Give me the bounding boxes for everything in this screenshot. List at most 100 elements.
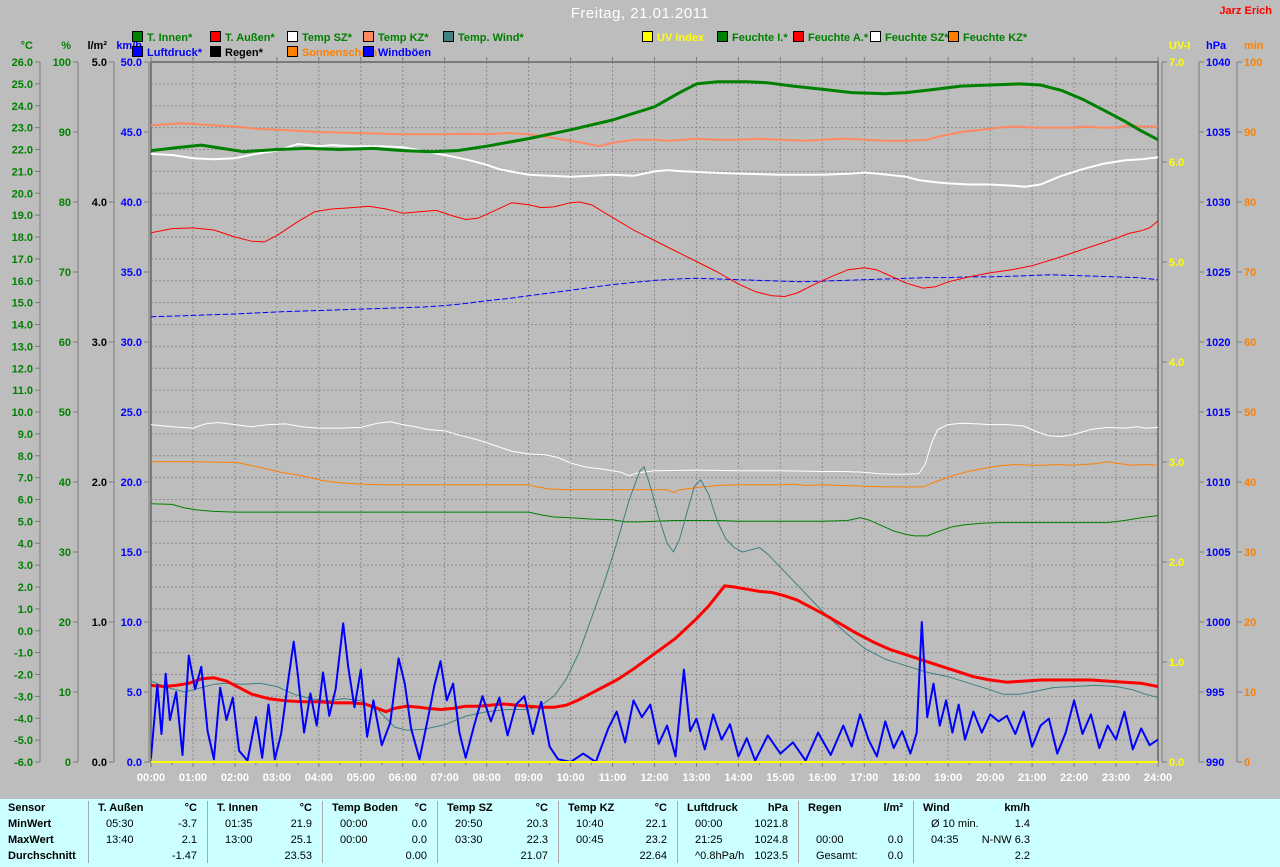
axis-tick-label: 11.0 — [12, 385, 33, 397]
table-col-unit: hPa — [767, 802, 788, 814]
table-col-header: Temp Boden — [332, 802, 398, 814]
table-cell-value: 0.0 — [411, 818, 427, 830]
table-cell-time: 00:00 — [340, 818, 368, 830]
table-cell-time: 03:30 — [455, 834, 483, 846]
legend-item-feuchte-sz: Feuchte SZ* — [870, 31, 949, 44]
axis-tick-label: 1035 — [1206, 127, 1230, 139]
axis-tick-label: 0 — [1244, 757, 1250, 769]
axis-tick-label: 60 — [1244, 337, 1256, 349]
axis-tick-label: -6.0 — [14, 757, 33, 769]
axis-tick-label: 0.0 — [18, 626, 33, 638]
axis-tick-label: 1010 — [1206, 477, 1230, 489]
table-column-separator — [207, 801, 208, 863]
table-col-header: Temp SZ — [447, 802, 493, 814]
weather-chart: °C 26.0 25.0 24.0 23.0 22.0 21.0 20.0 19.0 18.0 17… — [12, 40, 1264, 784]
axis-tick-label: 25.0 — [121, 407, 142, 419]
legend-item-uv-index: UV Index — [642, 31, 704, 44]
axis-tick-label: 25.0 — [12, 79, 33, 91]
axis-tick-label: 20 — [59, 617, 71, 629]
legend-label: Temp. Wind* — [458, 32, 524, 44]
table-col-unit: °C — [299, 802, 312, 814]
legend-swatch — [642, 31, 653, 42]
x-axis-tick-label: 00:00 — [137, 772, 165, 784]
table-cell-value: 22.3 — [526, 834, 548, 846]
author-watermark: Jarz Erich — [1219, 5, 1272, 17]
table-cell-time: ^0.8hPa/h — [695, 850, 745, 862]
axis-tick-label: 1005 — [1206, 547, 1230, 559]
axis-tick-label: 0.0 — [127, 757, 142, 769]
axis-tick-label: 5.0 — [1169, 257, 1184, 269]
legend-label: Feuchte SZ* — [885, 32, 949, 44]
table-col-unit: °C — [414, 802, 427, 814]
table-cell-value: 1023.5 — [754, 850, 788, 862]
legend-item-t-außen: T. Außen* — [210, 31, 275, 44]
legend-swatch — [443, 31, 454, 42]
legend-swatch — [210, 31, 221, 42]
table-col-unit: °C — [184, 802, 197, 814]
table-row-header: MaxWert — [8, 834, 54, 846]
legend-label: Windböen — [378, 47, 432, 59]
axis-tick-label: 15.0 — [121, 547, 142, 559]
table-col-header: Luftdruck — [687, 802, 738, 814]
legend-swatch — [287, 31, 298, 42]
x-axis-tick-label: 21:00 — [1018, 772, 1046, 784]
x-axis-tick-label: 24:00 — [1144, 772, 1172, 784]
table-cell-value: N-NW 6.3 — [981, 834, 1030, 846]
x-axis-tick-label: 19:00 — [934, 772, 962, 784]
axis-tick-label: 20.0 — [12, 188, 33, 200]
x-axis-tick-label: 12:00 — [640, 772, 668, 784]
axis-tick-label: 23.0 — [12, 123, 33, 135]
table-cell-value: 21.07 — [520, 850, 548, 862]
axis-header: hPa — [1206, 40, 1227, 52]
axis-tick-label: 1040 — [1206, 57, 1230, 69]
axis-tick-label: 8.0 — [18, 451, 33, 463]
table-col-unit: km/h — [1004, 802, 1030, 814]
axis-header: UV-I — [1169, 40, 1190, 52]
x-axis-tick-label: 09:00 — [515, 772, 543, 784]
table-col-unit: °C — [535, 802, 548, 814]
statistics-table: Sensor MinWert MaxWert Durchschnitt T. Außen… — [0, 799, 1280, 867]
series-t-innen — [151, 80, 1158, 154]
axis-tick-label: 1000 — [1206, 617, 1230, 629]
axis-tick-label: 40 — [1244, 477, 1256, 489]
table-col-header: T. Innen — [217, 802, 258, 814]
series-temp-kz — [151, 122, 1158, 148]
axis-tick-label: 30.0 — [121, 337, 142, 349]
axis-tick-label: 5.0 — [18, 516, 33, 528]
gridlines — [151, 62, 1158, 762]
axis-tick-label: 2.0 — [18, 582, 33, 594]
axis-tick-label: 22.0 — [12, 145, 33, 157]
axis-tick-label: 10.0 — [12, 407, 33, 419]
x-axis-tick-label: 11:00 — [599, 772, 627, 784]
axis-tick-label: 2.0 — [1169, 557, 1184, 569]
axis-tick-label: 18.0 — [12, 232, 33, 244]
series-feuchte-i- — [151, 503, 1158, 537]
x-axis-tick-label: 15:00 — [766, 772, 794, 784]
table-cell-time: 21:25 — [695, 834, 723, 846]
table-cell-value: -3.7 — [178, 818, 197, 830]
series-temp-wind — [151, 466, 1158, 731]
axis-tick-label: 0.0 — [92, 757, 107, 769]
table-row-header: Durchschnitt — [8, 850, 76, 862]
axis-header: l/m² — [87, 40, 107, 52]
table-cell-value: 21.9 — [290, 818, 312, 830]
legend-label: T. Innen* — [147, 32, 193, 44]
axis-tick-label: 20.0 — [121, 477, 142, 489]
axis-tick-label: -2.0 — [14, 670, 33, 682]
table-col-header: Regen — [808, 802, 842, 814]
axis-tick-label: 0.0 — [1169, 757, 1184, 769]
table-col-header: Wind — [923, 802, 950, 814]
axis-tick-label: 10.0 — [121, 617, 142, 629]
legend-label: Temp KZ* — [378, 32, 429, 44]
axis-header: °C — [21, 40, 33, 52]
axis-tick-label: 0 — [65, 757, 71, 769]
table-column-separator — [437, 801, 438, 863]
legend-item-feuchte-i: Feuchte I.* — [717, 31, 788, 44]
legend-label: Luftdruck* — [147, 47, 202, 59]
table-cell-value: 1.4 — [1014, 818, 1030, 830]
table-cell-value: -1.47 — [171, 850, 197, 862]
legend-swatch — [363, 46, 374, 57]
axis-header: min — [1244, 40, 1264, 52]
axis-tick-label: 1015 — [1206, 407, 1230, 419]
